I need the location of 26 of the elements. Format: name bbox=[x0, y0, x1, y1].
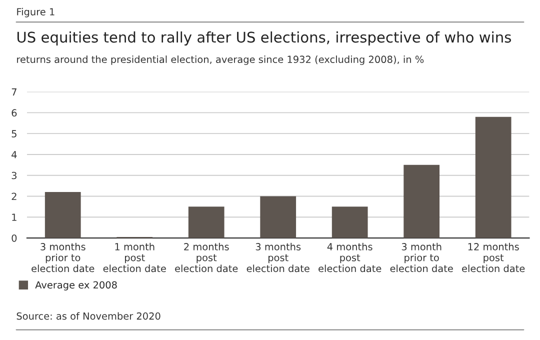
y-tick-label: 0 bbox=[12, 234, 17, 242]
source-note: Source: as of November 2020 bbox=[16, 312, 160, 320]
chart-subtitle: returns around the presidential election, average since 1932 (excluding 2008), in % bbox=[17, 56, 424, 65]
y-tick-label: 6 bbox=[12, 109, 17, 117]
bar bbox=[404, 164, 440, 238]
x-tick-label: 3 months prior to election date bbox=[32, 242, 94, 272]
y-tick-label: 2 bbox=[12, 192, 16, 200]
bar bbox=[475, 116, 512, 238]
y-tick-label: 5 bbox=[12, 130, 16, 138]
legend-label: Average ex 2008 bbox=[35, 281, 117, 290]
x-tick-label: 3 month prior to election date bbox=[390, 242, 453, 272]
x-tick-label: 1 month post election date bbox=[103, 242, 166, 272]
y-tick-label: 1 bbox=[12, 214, 16, 221]
bar bbox=[44, 192, 81, 238]
y-tick-label: 7 bbox=[12, 88, 16, 96]
x-tick-label: 3 months post election date bbox=[246, 242, 310, 272]
chart-title: US equities tend to rally after US elections, irrespective of who wins bbox=[17, 31, 512, 46]
x-tick-label: 2 months post election date bbox=[175, 242, 238, 272]
x-tick-label: 12 months post election date bbox=[462, 242, 525, 272]
caption: Figure 1 bbox=[17, 8, 54, 18]
x-tick-label: 4 months post election date bbox=[318, 242, 382, 272]
y-tick-label: 4 bbox=[12, 151, 17, 158]
bar bbox=[332, 206, 368, 238]
y-tick-label: 3 bbox=[12, 172, 16, 180]
bar bbox=[260, 196, 296, 238]
bar bbox=[188, 206, 224, 238]
